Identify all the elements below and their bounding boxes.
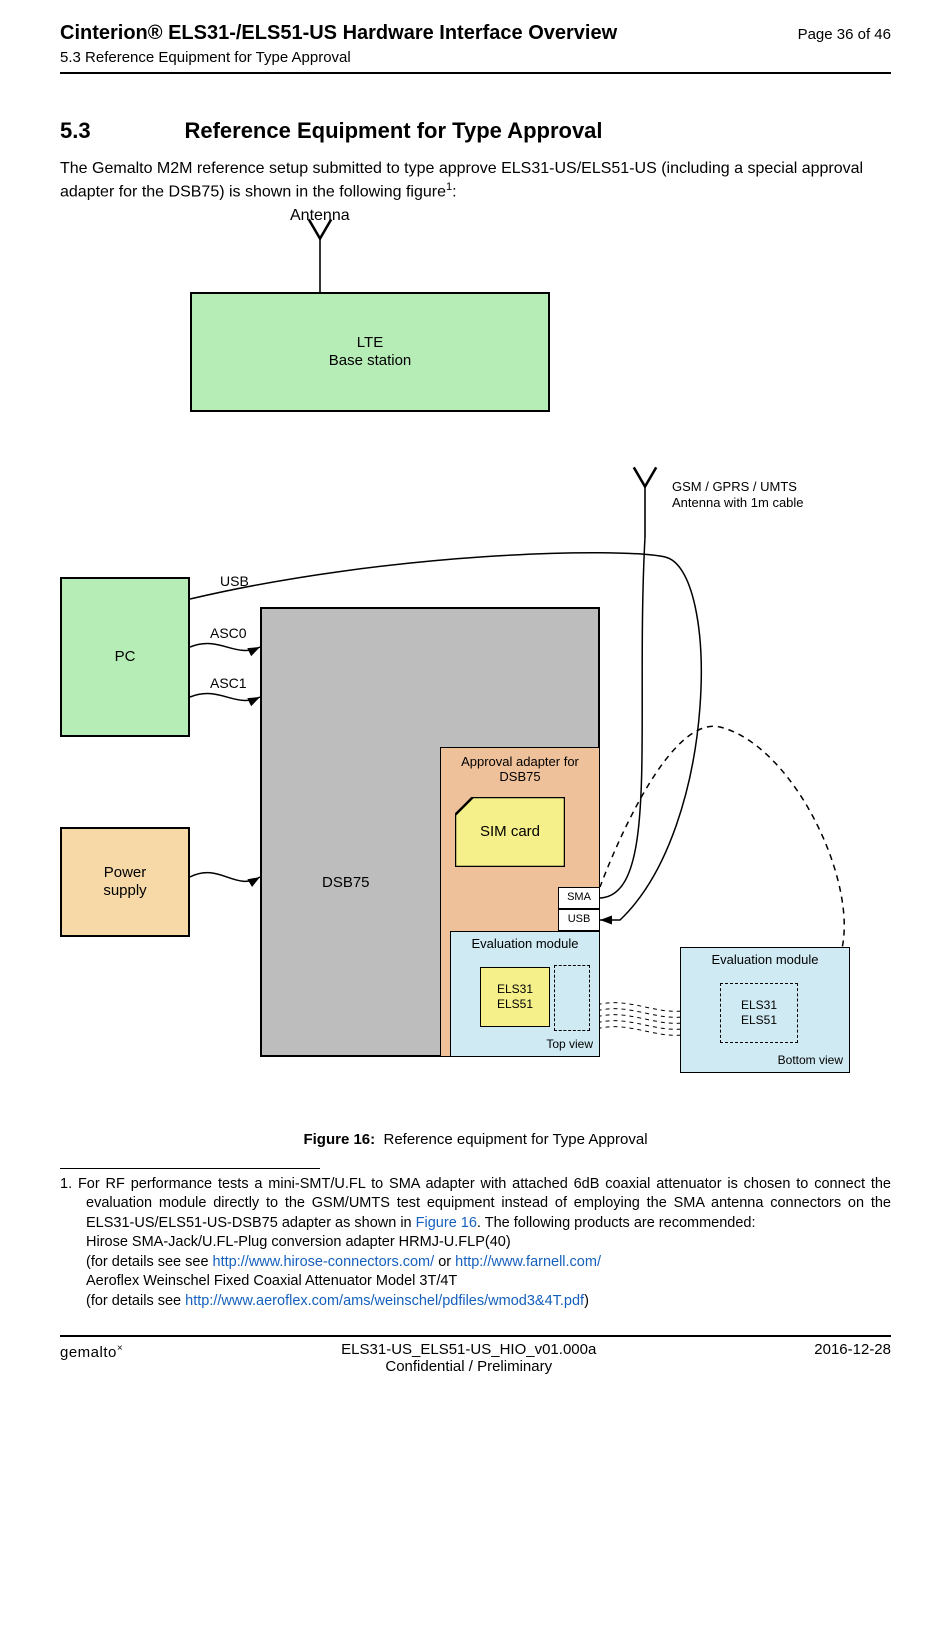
sim-card: SIM card — [455, 797, 565, 867]
usb-box: USB — [558, 909, 600, 931]
eval-label: Evaluation module — [451, 936, 599, 952]
figure-caption-label: Figure 16: — [303, 1131, 375, 1148]
usb-label: USB — [220, 573, 249, 589]
adapter-label: Approval adapter for DSB75 — [441, 754, 599, 785]
section-number: 5.3 — [60, 118, 180, 144]
module-top: ELS31 ELS51 — [480, 967, 550, 1027]
footer-date: 2016-12-28 — [814, 1341, 891, 1375]
asc0-label: ASC0 — [210, 625, 247, 641]
logo-text: gemalto — [60, 1344, 117, 1361]
page-footer: gemalto× ELS31-US_ELS51-US_HIO_v01.000a … — [60, 1335, 891, 1375]
antenna-label: Antenna — [290, 207, 350, 225]
pc-box: PC — [60, 577, 190, 737]
fn-t5: Aeroflex Weinschel Fixed Coaxial Attenua… — [86, 1273, 457, 1289]
fn-t6a: (for details see — [86, 1293, 185, 1309]
fn-link3[interactable]: http://www.aeroflex.com/ams/weinschel/pd… — [185, 1293, 584, 1309]
botview-label: Bottom view — [778, 1053, 843, 1067]
fn-t2: . The following products are recommended… — [477, 1215, 756, 1231]
page-number: Page 36 of 46 — [798, 22, 891, 43]
header-left: Cinterion® ELS31-/ELS51-US Hardware Inte… — [60, 22, 617, 66]
figure-16: Antenna LTE Base station GSM / GPRS / UM… — [60, 207, 891, 1127]
module-bottom: ELS31 ELS51 — [720, 983, 798, 1043]
asc1-label: ASC1 — [210, 675, 247, 691]
power-supply-box: Power supply — [60, 827, 190, 937]
product-title: Cinterion® ELS31-/ELS51-US Hardware Inte… — [60, 22, 617, 45]
fn-t6b: ) — [584, 1293, 589, 1309]
sma-box: SMA — [558, 887, 600, 909]
usb2-label: USB — [568, 913, 591, 926]
para-end: : — [452, 183, 456, 200]
module2-label: ELS31 ELS51 — [741, 998, 777, 1027]
sma-label: SMA — [567, 891, 591, 904]
eval2-label: Evaluation module — [681, 952, 849, 968]
topview-label: Top view — [546, 1037, 593, 1051]
para-text: The Gemalto M2M reference setup submitte… — [60, 160, 863, 200]
power-label: Power supply — [103, 864, 146, 900]
fn-t4b: or — [434, 1254, 455, 1270]
footnote-rule — [60, 1168, 320, 1169]
figure-caption-text: Reference equipment for Type Approval — [383, 1131, 647, 1148]
section-paragraph: The Gemalto M2M reference setup submitte… — [60, 158, 891, 203]
footnote-num: 1. — [60, 1176, 72, 1192]
pc-label: PC — [115, 648, 136, 666]
fn-fig-link[interactable]: Figure 16 — [416, 1215, 477, 1231]
dsb75-label: DSB75 — [322, 874, 370, 892]
gemalto-logo: gemalto× — [60, 1341, 123, 1375]
footnote-1: 1. For RF performance tests a mini-SMT/U… — [60, 1175, 891, 1312]
fn-t3: Hirose SMA-Jack/U.FL-Plug conversion ada… — [86, 1234, 511, 1250]
lte-label: LTE Base station — [329, 334, 412, 370]
section-ref: 5.3 Reference Equipment for Type Approva… — [60, 49, 617, 66]
page-header: Cinterion® ELS31-/ELS51-US Hardware Inte… — [60, 0, 891, 74]
fn-t4a: (for details see see — [86, 1254, 213, 1270]
lte-base-station: LTE Base station — [190, 292, 550, 412]
section-title: Reference Equipment for Type Approval — [184, 118, 602, 143]
section-heading: 5.3 Reference Equipment for Type Approva… — [60, 118, 891, 144]
footer-doc: ELS31-US_ELS51-US_HIO_v01.000a — [123, 1341, 814, 1358]
figure-caption: Figure 16: Reference equipment for Type … — [60, 1131, 891, 1148]
module-label: ELS31 ELS51 — [497, 982, 533, 1011]
footer-conf: Confidential / Preliminary — [123, 1358, 814, 1375]
dashed-module-outline — [554, 965, 590, 1031]
fn-link2[interactable]: http://www.farnell.com/ — [455, 1254, 601, 1270]
gsm-antenna-label: GSM / GPRS / UMTS Antenna with 1m cable — [672, 479, 804, 512]
footer-center: ELS31-US_ELS51-US_HIO_v01.000a Confident… — [123, 1341, 814, 1375]
fn-link1[interactable]: http://www.hirose-connectors.com/ — [213, 1254, 435, 1270]
